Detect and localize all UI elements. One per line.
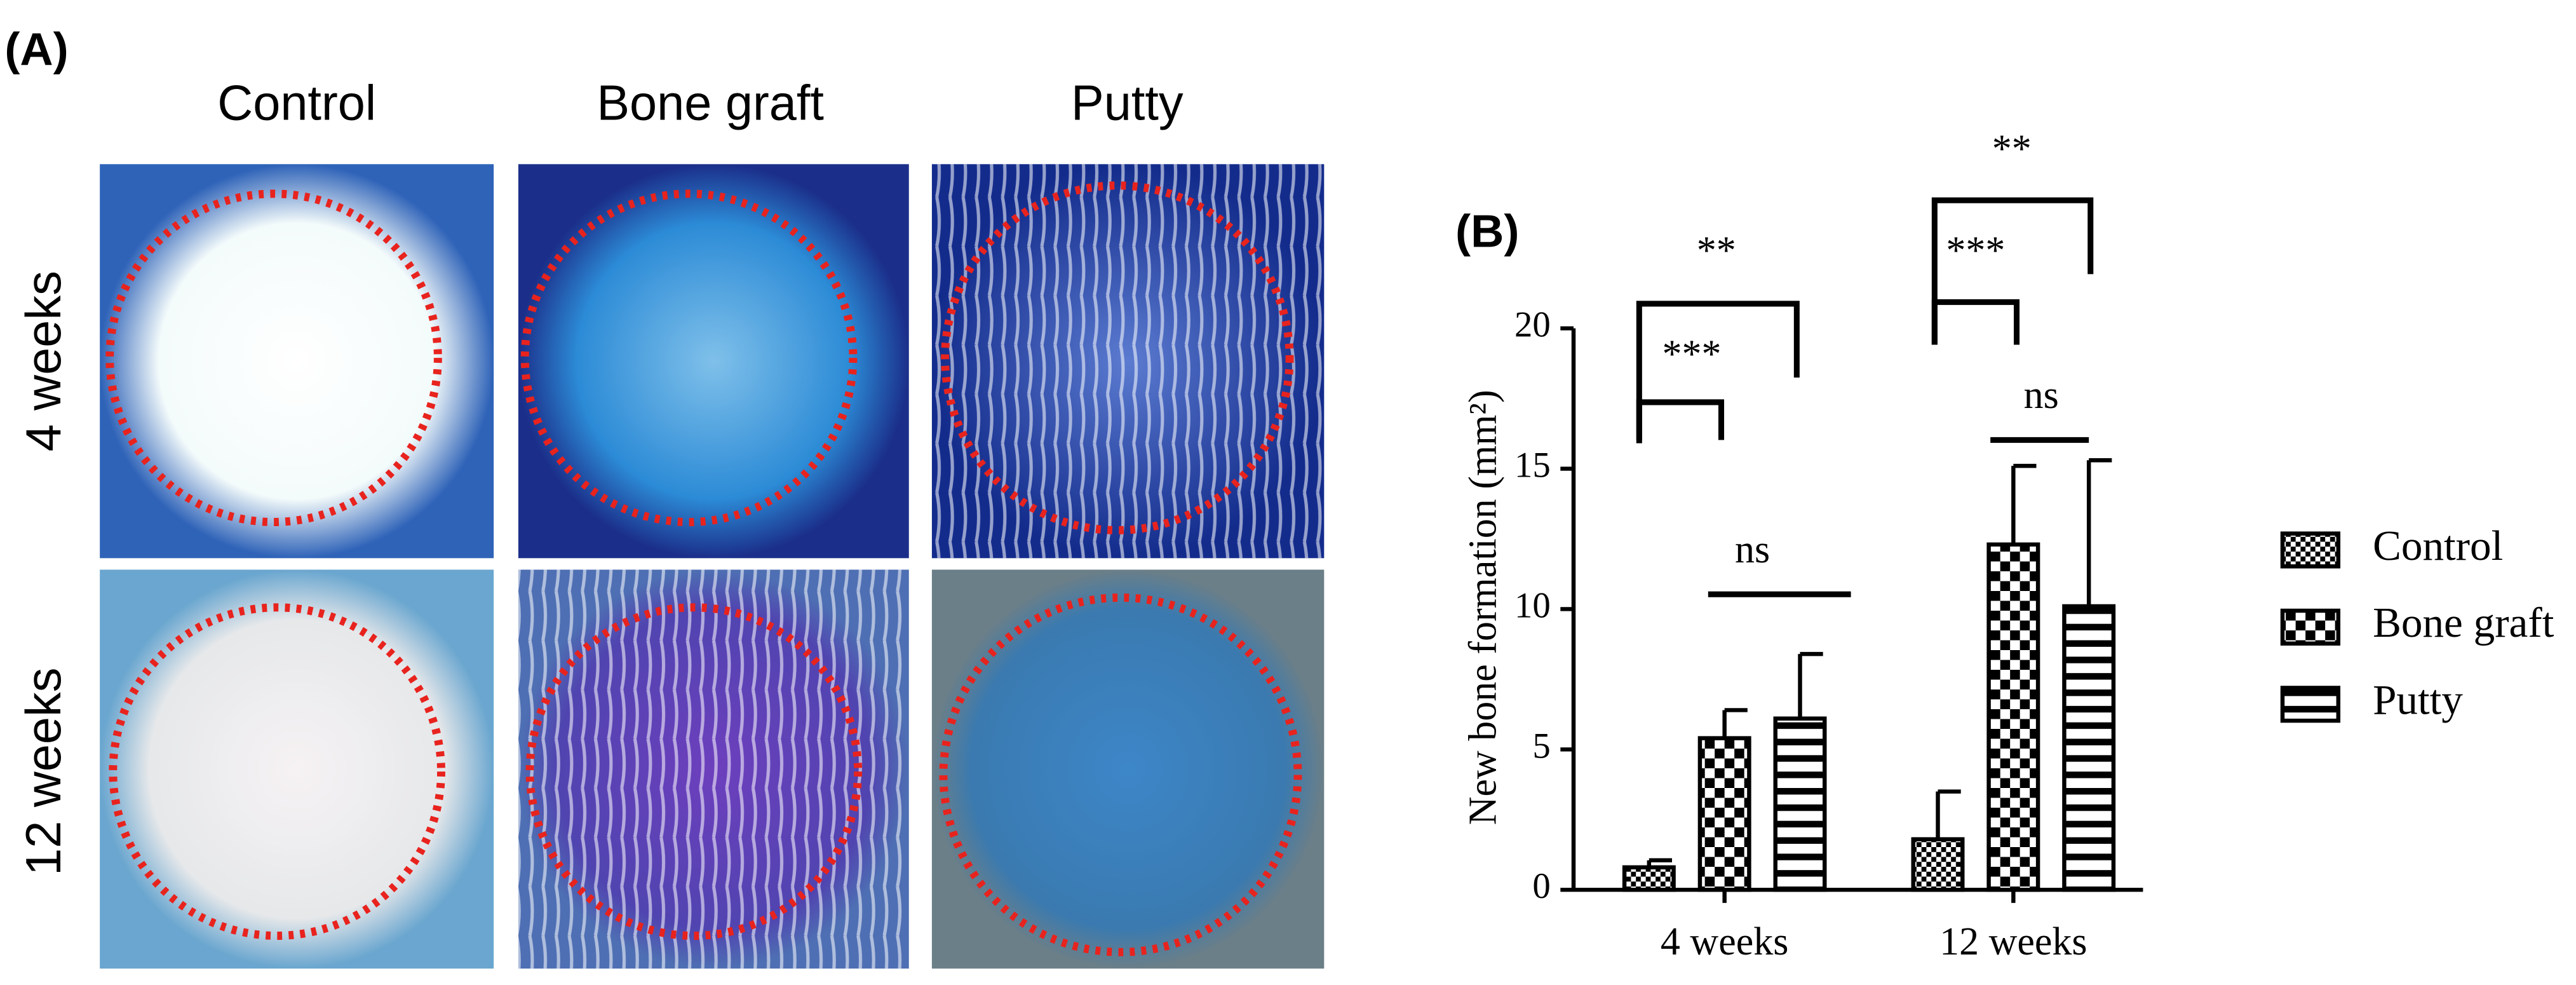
defect-circle [520, 189, 858, 526]
y-axis-label: New bone formation (mm²) [1461, 390, 1504, 825]
legend-swatch [2280, 531, 2341, 569]
legend-label: Putty [2373, 676, 2463, 724]
significance-label: ns [1735, 528, 1770, 571]
x-tick-label: 12 weeks [1939, 920, 2087, 963]
row-label: 4 weeks [17, 271, 71, 451]
significance-bracket [1931, 299, 2020, 345]
bar [2062, 604, 2116, 892]
significance-bracket [1636, 301, 1800, 444]
column-label: Control [217, 76, 376, 130]
legend-swatch [2280, 608, 2341, 646]
column-label: Putty [1071, 76, 1183, 130]
significance-label: *** [1662, 332, 1722, 376]
panel-label: (B) [1455, 207, 1519, 257]
significance-label: *** [1946, 229, 2005, 273]
legend-label: Bone graft [2373, 599, 2554, 646]
y-tick-label: 0 [1532, 866, 1550, 906]
bar [1986, 542, 2040, 892]
bar [1697, 736, 1751, 892]
images [100, 164, 1325, 969]
significance-label: ** [1697, 229, 1736, 273]
column-label: Bone graft [597, 76, 824, 130]
defect-circle [939, 593, 1302, 956]
significance-bracket [1931, 197, 2094, 345]
micrograph [931, 569, 1325, 969]
legend-label: Control [2373, 522, 2503, 569]
micrograph-texture [931, 164, 1325, 559]
y-tick-label: 15 [1514, 445, 1551, 486]
bar [1773, 716, 1827, 892]
micrograph-texture [518, 569, 909, 969]
defect-circle [105, 189, 442, 526]
legend-swatch [2280, 686, 2341, 723]
row-label: 12 weeks [17, 667, 71, 875]
defect-circle [941, 181, 1294, 534]
significance-label: ** [1992, 127, 2032, 170]
micrograph [100, 569, 494, 969]
y-tick-label: 5 [1532, 726, 1550, 766]
x-tick-label: 4 weeks [1661, 920, 1788, 963]
y-tick-label: 20 [1514, 305, 1551, 345]
bar [1622, 865, 1676, 892]
micrograph [518, 164, 909, 559]
bar [1911, 837, 1965, 892]
panel-label: (A) [4, 24, 68, 75]
significance-label: ns [2024, 374, 2059, 417]
y-tick-label: 10 [1514, 585, 1551, 625]
significance-bracket [1636, 399, 1725, 440]
